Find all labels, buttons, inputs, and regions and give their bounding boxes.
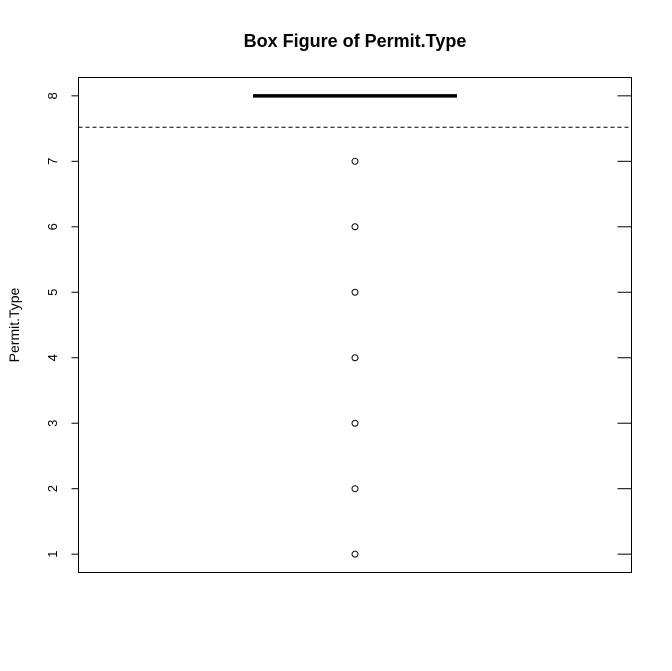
- outlier-point: [351, 157, 359, 165]
- y-tick-label: 3: [45, 420, 60, 427]
- outlier-point: [351, 354, 359, 362]
- y-tick-label: 6: [45, 223, 60, 230]
- plot-marks: [78, 94, 632, 558]
- y-tick-label: 1: [45, 551, 60, 558]
- y-axis: 1 2 3 4 5 6 7 8: [45, 92, 79, 558]
- y-axis-label: Permit.Type: [6, 287, 22, 362]
- plot-frame: [78, 77, 632, 573]
- y-tick-label: 4: [45, 354, 60, 361]
- outlier-point: [351, 550, 359, 558]
- outlier-point: [351, 485, 359, 493]
- y-tick-label: 2: [45, 485, 60, 492]
- outlier-point: [351, 288, 359, 296]
- chart-title: Box Figure of Permit.Type: [244, 31, 467, 51]
- y-tick-label: 8: [45, 92, 60, 99]
- right-axis-ticks: [617, 95, 632, 555]
- outlier-point: [351, 223, 359, 231]
- y-tick-label: 5: [45, 289, 60, 296]
- outlier-point: [351, 419, 359, 427]
- y-tick-label: 7: [45, 158, 60, 165]
